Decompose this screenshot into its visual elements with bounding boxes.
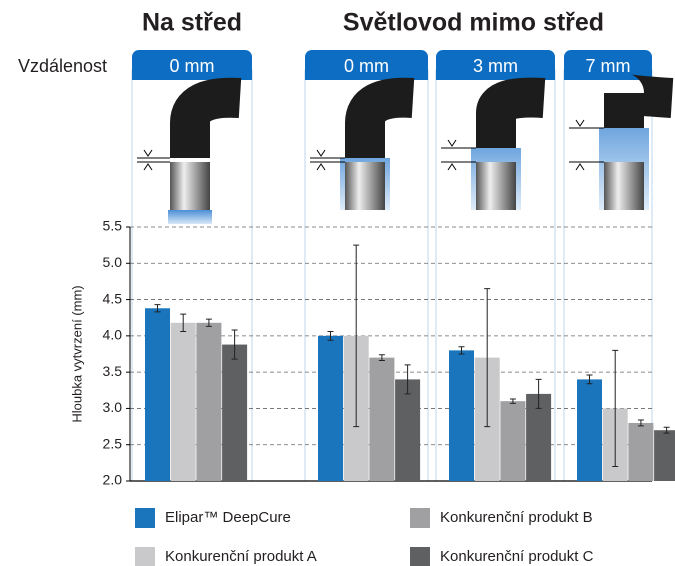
bar bbox=[449, 350, 474, 481]
panel-label: 0 mm bbox=[170, 56, 215, 76]
tip bbox=[476, 162, 516, 210]
distance-label: Vzdálenost bbox=[18, 56, 107, 76]
legend-swatch bbox=[410, 508, 430, 528]
legend-label: Konkurenční produkt C bbox=[440, 548, 594, 565]
error-bar bbox=[535, 378, 542, 409]
error-bar bbox=[458, 346, 465, 355]
panel-label: 0 mm bbox=[344, 56, 389, 76]
tip bbox=[170, 162, 210, 210]
error-bar bbox=[404, 364, 411, 395]
light-guide bbox=[170, 77, 242, 158]
light-guide bbox=[345, 77, 415, 158]
legend-swatch bbox=[135, 547, 155, 566]
legend-label: Elipar™ DeepCure bbox=[165, 509, 291, 526]
bar bbox=[654, 430, 675, 481]
group-title: Na střed bbox=[142, 9, 242, 37]
y-axis-label: Hloubka vytvrzení (mm) bbox=[69, 285, 84, 422]
error-bar bbox=[205, 318, 212, 327]
panel-header bbox=[436, 66, 555, 80]
y-tick-label: 5.5 bbox=[103, 218, 123, 234]
bar bbox=[318, 335, 343, 481]
panel-label: 7 mm bbox=[586, 56, 631, 76]
error-bar bbox=[484, 288, 491, 428]
error-bar bbox=[586, 374, 593, 385]
gap-arrow bbox=[447, 139, 457, 171]
tip bbox=[604, 162, 644, 210]
legend-label: Konkurenční produkt A bbox=[165, 548, 317, 565]
panel-header bbox=[132, 66, 252, 80]
legend-swatch bbox=[410, 547, 430, 566]
error-bar bbox=[509, 398, 516, 404]
error-bar bbox=[353, 244, 360, 428]
panel-header bbox=[564, 66, 652, 80]
gap-arrow bbox=[143, 149, 153, 171]
panel-label: 3 mm bbox=[473, 56, 518, 76]
bar bbox=[395, 379, 421, 481]
error-bar bbox=[180, 313, 187, 333]
bar bbox=[500, 401, 526, 481]
group-title: Světlovod mimo střed bbox=[343, 9, 604, 37]
panel-header bbox=[305, 66, 428, 80]
bar bbox=[628, 422, 654, 481]
error-bar bbox=[231, 329, 238, 360]
error-bar bbox=[378, 354, 385, 362]
bar bbox=[222, 344, 248, 481]
light-guide bbox=[604, 73, 674, 128]
bar bbox=[196, 322, 222, 481]
gap-arrow bbox=[575, 119, 585, 171]
y-tick-label: 4.0 bbox=[103, 327, 123, 343]
legend-swatch bbox=[135, 508, 155, 528]
y-tick-label: 3.5 bbox=[103, 363, 123, 379]
tip bbox=[345, 162, 385, 210]
error-bar bbox=[612, 349, 619, 467]
bar bbox=[145, 308, 170, 481]
bar bbox=[577, 379, 602, 481]
y-tick-label: 5.0 bbox=[103, 254, 123, 270]
gap-arrow bbox=[316, 149, 326, 171]
error-bar bbox=[663, 426, 670, 434]
y-tick-label: 3.0 bbox=[103, 399, 123, 415]
light-guide bbox=[476, 77, 546, 148]
error-bar bbox=[154, 304, 161, 313]
bar bbox=[369, 357, 395, 481]
y-tick-label: 2.5 bbox=[103, 435, 123, 451]
error-bar bbox=[637, 419, 644, 427]
legend-label: Konkurenční produkt B bbox=[440, 509, 593, 526]
y-tick-label: 4.5 bbox=[103, 290, 123, 306]
bar bbox=[170, 322, 196, 481]
y-tick-label: 2.0 bbox=[103, 472, 123, 488]
error-bar bbox=[327, 331, 334, 341]
light bbox=[168, 210, 212, 224]
